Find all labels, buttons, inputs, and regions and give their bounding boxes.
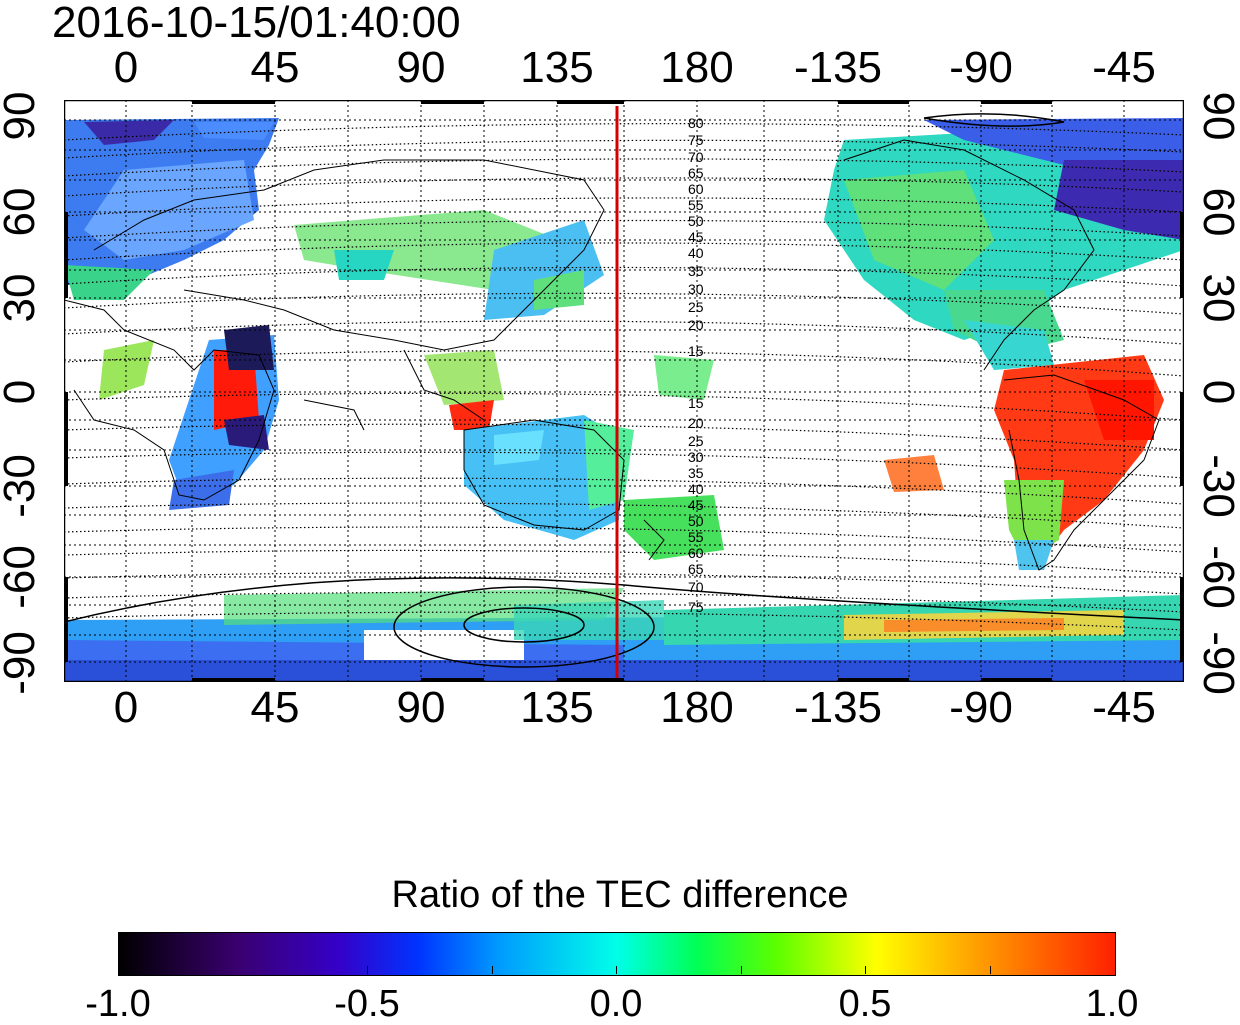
lat-right-label-60: 60 <box>1194 187 1240 237</box>
contour-label-s-30: 30 <box>688 449 704 465</box>
contour-label-n-80: 80 <box>688 115 704 131</box>
lat-left-label-30: 30 <box>0 273 44 323</box>
colorbar-tick <box>492 966 493 974</box>
contour-label-n-60: 60 <box>688 181 704 197</box>
contour-label-n-25: 25 <box>688 299 704 315</box>
south-magnetic-pole-contours <box>63 113 1185 668</box>
contour-label-n-75: 75 <box>688 132 704 148</box>
tec-data-layer <box>64 118 1184 682</box>
contour-label-n-65: 65 <box>688 165 704 181</box>
map-grid <box>64 100 1184 682</box>
contour-label-s-25: 25 <box>688 433 704 449</box>
colorbar-tick <box>367 966 368 974</box>
colorbar-tick <box>865 966 866 974</box>
colorbar-tick <box>990 966 991 974</box>
lon-bottom-label-90: 90 <box>396 683 446 732</box>
lat-left-label-m30: -30 <box>0 454 44 518</box>
lat-right-label-0: 0 <box>1194 379 1240 405</box>
lon-bottom-label-180: 180 <box>660 683 734 732</box>
magnetic-latitude-contours <box>63 123 1185 631</box>
lon-top-label-90: 90 <box>396 43 446 92</box>
lat-left-label-0: 0 <box>0 380 44 404</box>
contour-label-s-40: 40 <box>688 481 704 497</box>
contour-label-n-45: 45 <box>688 229 704 245</box>
lat-left-label-90: 90 <box>0 91 44 141</box>
lat-left-label-m90: -90 <box>0 631 44 695</box>
colorbar-label-min: -1.0 <box>85 983 151 1025</box>
contour-label-s-35: 35 <box>688 465 704 481</box>
tec-ratio-map: 80 75 70 65 60 55 50 45 40 35 30 25 20 1… <box>60 96 1188 686</box>
contour-label-n-40: 40 <box>688 245 704 261</box>
contour-label-n-35: 35 <box>688 263 704 279</box>
lat-left-label-m60: -60 <box>0 545 44 609</box>
colorbar-label-pos-half: 0.5 <box>838 983 892 1025</box>
colorbar-label-max: 1.0 <box>1085 983 1139 1025</box>
lat-right-label-90: 90 <box>1194 91 1240 141</box>
contour-label-s-15: 15 <box>688 395 704 411</box>
colorbar-title: Ratio of the TEC difference <box>391 874 849 916</box>
lon-top-label-m90: -90 <box>949 43 1013 92</box>
lat-right-label-m90: -90 <box>1194 631 1240 695</box>
lon-top-label-180: 180 <box>660 43 734 92</box>
lon-top-label-45: 45 <box>250 43 300 92</box>
contour-label-n-55: 55 <box>688 197 704 213</box>
colorbar-label-zero: 0.0 <box>589 983 643 1025</box>
lon-bottom-label-0: 0 <box>113 683 139 732</box>
lat-right-label-m60: -60 <box>1194 545 1240 609</box>
contour-label-n-20: 20 <box>688 317 704 333</box>
contour-label-s-45: 45 <box>688 497 704 513</box>
lon-bottom-label-45: 45 <box>250 683 300 732</box>
colorbar <box>118 932 1116 976</box>
lon-bottom-label-m135: -135 <box>793 683 883 732</box>
lon-top-label-m135: -135 <box>793 43 883 92</box>
lon-top-label-m45: -45 <box>1092 43 1156 92</box>
lon-bottom-label-m90: -90 <box>949 683 1013 732</box>
map-title: 2016-10-15/01:40:00 <box>52 0 461 47</box>
contour-label-n-70: 70 <box>688 149 704 165</box>
contour-label-n-15: 15 <box>688 343 704 359</box>
contour-label-n-30: 30 <box>688 281 704 297</box>
lat-left-label-60: 60 <box>0 187 44 237</box>
colorbar-tick <box>741 966 742 974</box>
contour-label-s-75: 75 <box>688 599 704 615</box>
lat-right-label-30: 30 <box>1194 273 1240 323</box>
lon-bottom-label-m45: -45 <box>1092 683 1156 732</box>
coastlines <box>63 139 1160 571</box>
lon-top-label-0: 0 <box>113 43 139 92</box>
contour-label-s-60: 60 <box>688 545 704 561</box>
contour-label-s-70: 70 <box>688 579 704 595</box>
lon-bottom-label-135: 135 <box>520 683 594 732</box>
lon-top-label-135: 135 <box>520 43 594 92</box>
contour-label-n-50: 50 <box>688 213 704 229</box>
contour-label-s-65: 65 <box>688 561 704 577</box>
contour-label-s-55: 55 <box>688 529 704 545</box>
contour-label-s-50: 50 <box>688 513 704 529</box>
colorbar-tick <box>616 966 617 974</box>
contour-label-s-20: 20 <box>688 415 704 431</box>
contour-labels: 80 75 70 65 60 55 50 45 40 35 30 25 20 1… <box>688 115 704 615</box>
lat-right-label-m30: -30 <box>1194 454 1240 518</box>
colorbar-label-neg-half: -0.5 <box>334 983 400 1025</box>
